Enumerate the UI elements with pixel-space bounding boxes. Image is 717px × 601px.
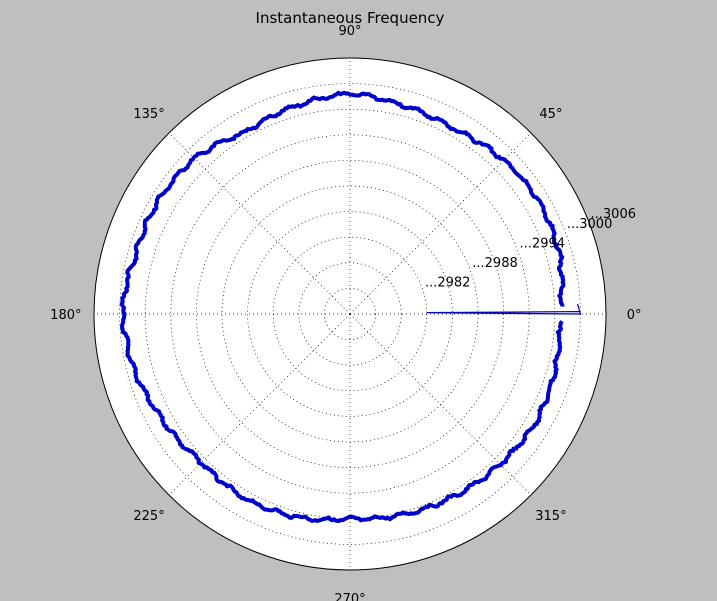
grid-ring: [247, 211, 453, 417]
chart-title: Instantaneous Frequency: [256, 9, 445, 27]
theta-tick-label: 90°: [338, 24, 361, 39]
r-tick-label: ...2988: [472, 256, 517, 271]
r-tick-label: ...2994: [520, 236, 565, 251]
series-layer: [119, 90, 582, 523]
r-tick-label: ...3000: [567, 217, 612, 232]
theta-tick-label: 270°: [334, 592, 365, 601]
grid-ring: [298, 262, 402, 366]
wrap-segment: [426, 303, 582, 315]
grid-spoke: [349, 313, 532, 496]
grid-ring: [196, 160, 504, 468]
r-tick-label: ...2982: [425, 276, 470, 291]
theta-tick-label: 225°: [133, 509, 164, 524]
theta-tick-label: 45°: [539, 107, 562, 122]
grid-spoke: [349, 132, 532, 315]
r-tick-label: ...3006: [591, 207, 636, 222]
theta-tick-label: 180°: [50, 308, 81, 323]
grid-spoke: [168, 313, 351, 496]
theta-tick-label: 0°: [627, 308, 642, 323]
theta-tick-labels: 0° 45° 90° 135° 180° 225° 270° 315°: [50, 24, 641, 601]
r-tick-labels: ...2982...2988...2994...3000...3006: [425, 207, 636, 291]
grid-ring: [324, 288, 376, 340]
series-line: [119, 90, 566, 523]
grid-spoke: [168, 132, 351, 315]
theta-tick-label: 315°: [535, 509, 566, 524]
angular-gridlines: [94, 58, 606, 570]
theta-tick-label: 135°: [133, 107, 164, 122]
